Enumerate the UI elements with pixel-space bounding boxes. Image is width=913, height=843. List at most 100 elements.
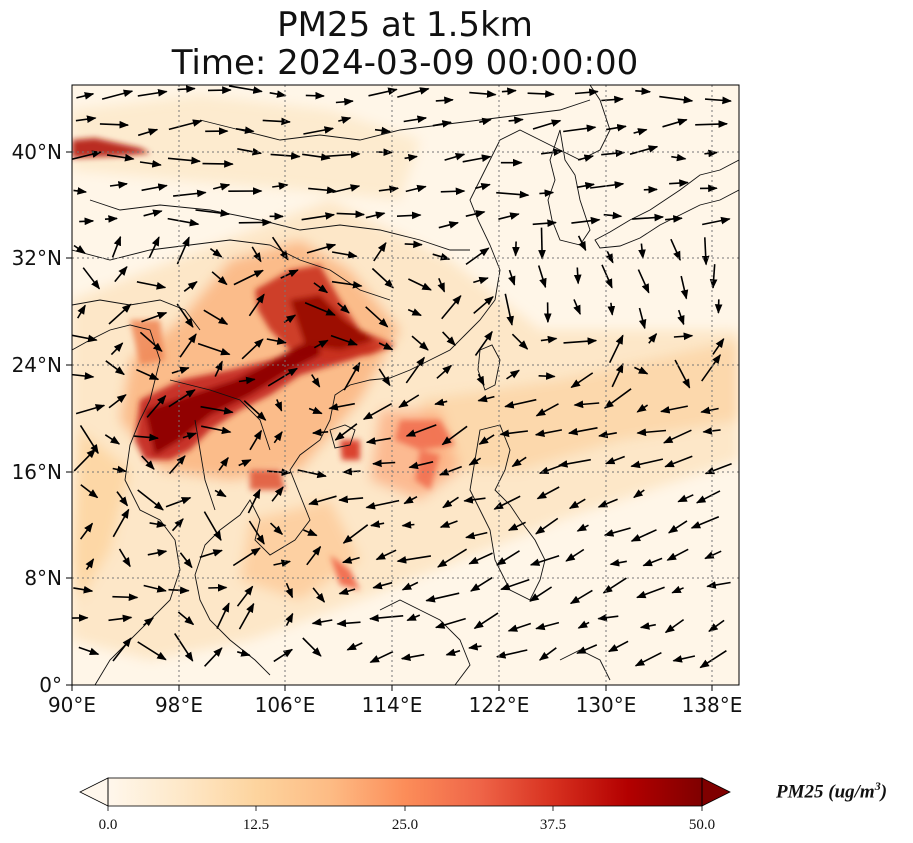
wind-arrow: [212, 183, 231, 191]
wind-arrow: [378, 368, 391, 387]
wind-arrow: [269, 90, 287, 98]
wind-arrow: [669, 179, 689, 187]
wind-arrow: [639, 622, 656, 630]
wind-arrow: [534, 429, 563, 437]
colorbar-tick-label: 25.0: [392, 817, 418, 833]
colorbar-tick-label: 37.5: [540, 817, 566, 833]
wind-arrow: [112, 593, 139, 602]
wind-arrow: [72, 372, 95, 380]
wind-arrow: [508, 269, 516, 286]
wind-arrow: [104, 434, 121, 445]
colorbar-tick-label: 0.0: [99, 817, 118, 833]
wind-arrow: [179, 552, 193, 569]
wind-arrow: [211, 271, 228, 286]
wind-arrow: [470, 576, 493, 592]
wind-arrow: [406, 613, 421, 622]
wind-arrow: [267, 367, 298, 387]
wind-arrow: [200, 405, 234, 415]
colorbar: 0.0 12.5 25.0 37.5 50.0: [79, 777, 731, 833]
wind-arrow: [177, 85, 196, 93]
wind-arrow: [607, 640, 629, 653]
wind-arrow: [634, 651, 662, 667]
wind-arrow: [536, 486, 560, 500]
wind-arrow: [73, 448, 96, 472]
wind-arrow: [403, 495, 418, 505]
wind-arrow: [336, 210, 366, 219]
wind-arrow: [501, 87, 517, 96]
wind-arrow: [308, 406, 323, 415]
wind-arrow: [474, 182, 491, 191]
wind-arrow: [331, 251, 358, 259]
wind-arrow: [341, 556, 360, 564]
wind-vectors: [72, 85, 732, 669]
wind-arrow: [444, 153, 466, 161]
wind-arrow: [338, 587, 356, 595]
wind-arrow: [695, 490, 721, 504]
wind-arrow: [365, 437, 391, 445]
wind-arrow: [332, 184, 361, 194]
wind-arrow: [77, 304, 86, 319]
wind-arrow: [700, 406, 719, 415]
wind-arrow: [535, 403, 559, 417]
wind-arrow: [405, 356, 425, 384]
wind-arrow: [72, 334, 98, 343]
wind-arrow: [137, 489, 164, 511]
wind-arrow: [199, 549, 223, 559]
wind-arrow: [214, 360, 223, 377]
wind-arrow: [232, 547, 261, 567]
wind-arrow: [362, 403, 392, 420]
wind-arrow: [437, 548, 468, 568]
wind-arrow: [633, 128, 648, 136]
wind-arrow: [535, 621, 560, 631]
wind-arrow: [273, 431, 283, 444]
wind-arrow: [369, 650, 394, 664]
wind-arrow: [141, 183, 168, 192]
wind-arrow: [80, 484, 99, 499]
wind-arrow: [442, 331, 456, 346]
wind-arrow: [251, 246, 262, 263]
lat-tick-label: 40°N: [12, 140, 62, 164]
wind-arrow: [312, 587, 326, 603]
wind-arrow: [365, 306, 389, 328]
wind-arrow: [635, 87, 652, 96]
wind-arrow: [567, 427, 598, 436]
wind-arrow: [73, 244, 86, 254]
wind-arrow: [499, 429, 528, 438]
wind-arrow: [405, 184, 427, 193]
wind-arrow: [577, 235, 587, 252]
wind-arrow: [280, 269, 299, 279]
wind-arrow: [504, 293, 514, 326]
wind-arrow: [118, 548, 131, 568]
wind-arrow: [338, 116, 352, 124]
wind-arrow: [195, 209, 231, 217]
wind-arrow: [108, 394, 127, 409]
wind-arrow: [439, 465, 462, 476]
wind-arrow: [603, 211, 623, 220]
wind-arrow: [136, 281, 167, 290]
wind-arrow: [401, 581, 419, 591]
wind-arrow: [337, 302, 350, 314]
wind-arrow: [174, 633, 194, 662]
wind-arrow: [563, 124, 597, 133]
wind-arrow: [176, 236, 190, 265]
wind-arrow: [238, 218, 272, 227]
wind-arrow: [432, 120, 452, 128]
wind-arrow: [328, 402, 355, 411]
wind-arrow: [372, 581, 393, 590]
colorbar-tick-label: 12.5: [243, 817, 269, 833]
wind-arrow: [601, 149, 626, 158]
wind-arrow: [576, 523, 589, 532]
wind-arrow: [565, 548, 585, 562]
wind-arrow: [605, 455, 625, 465]
wind-arrow: [147, 549, 168, 557]
wind-arrow: [537, 265, 547, 289]
wind-arrow: [313, 339, 329, 349]
wind-arrow: [346, 642, 363, 651]
wind-arrow: [197, 342, 231, 356]
wind-arrow: [440, 187, 466, 196]
wind-arrow: [706, 581, 731, 589]
wind-arrow: [673, 332, 694, 341]
wind-arrow: [141, 311, 168, 323]
lon-tick-label: 138°E: [682, 693, 743, 717]
wind-arrow: [146, 394, 167, 418]
